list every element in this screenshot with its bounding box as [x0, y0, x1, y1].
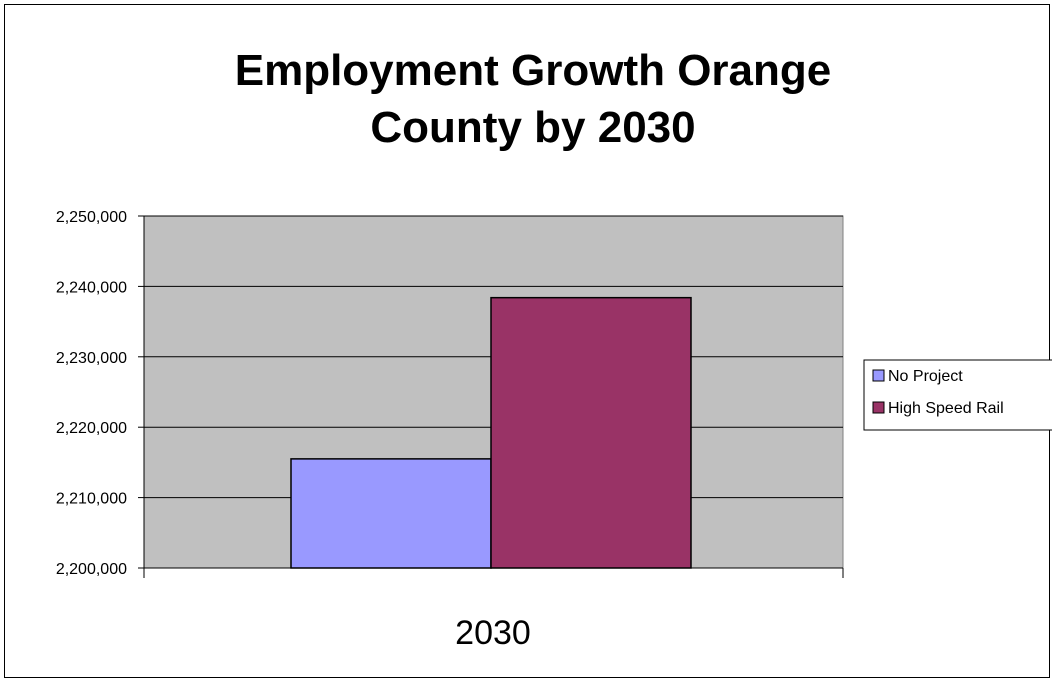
legend-label-no-project: No Project — [888, 368, 963, 385]
chart-title-line-2: County by 2030 — [370, 103, 695, 152]
y-tick-label: 2,220,000 — [56, 420, 127, 437]
y-tick-label: 2,210,000 — [56, 491, 127, 508]
y-tick-label: 2,240,000 — [56, 279, 127, 296]
legend-swatch-no-project — [872, 369, 885, 382]
legend-label-high-speed-rail: High Speed Rail — [888, 400, 1004, 417]
bars — [290, 296, 692, 569]
chart-title: Employment Growth Orange County by 2030 — [235, 46, 832, 152]
legend: No Project High Speed Rail — [863, 359, 1052, 431]
legend-box — [863, 359, 1052, 431]
axes — [143, 216, 844, 578]
y-tick-label: 2,230,000 — [56, 350, 127, 367]
y-axis-ticks: 2,200,000 2,210,000 2,220,000 2,230,000 2,24… — [56, 209, 144, 578]
legend-swatch-high-speed-rail — [872, 401, 885, 414]
y-tick-label: 2,200,000 — [56, 561, 127, 578]
x-category-label: 2030 — [455, 614, 531, 652]
y-tick-label: 2,250,000 — [56, 209, 127, 226]
chart-title-line-1: Employment Growth Orange — [235, 46, 832, 95]
bar-no-project — [290, 458, 492, 569]
bar-high-speed-rail — [490, 296, 692, 569]
